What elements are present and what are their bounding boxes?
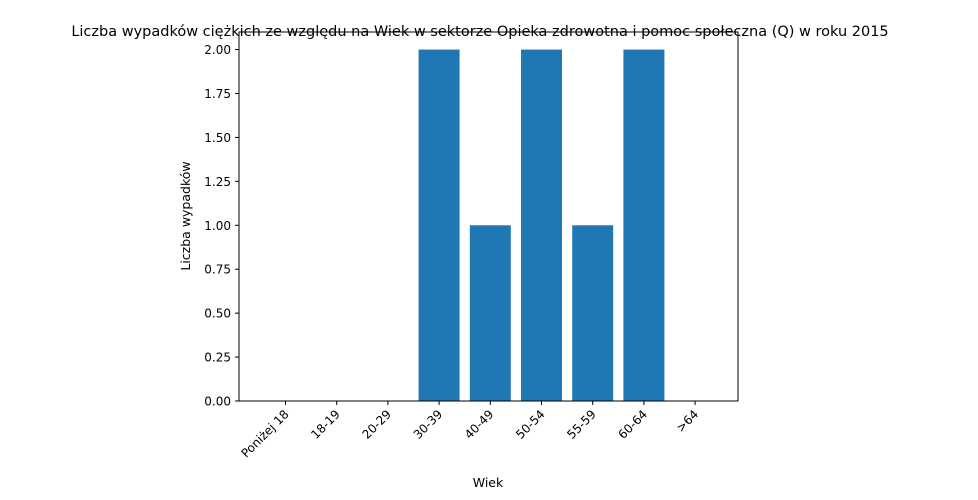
y-tick-label-3: 0.75: [204, 263, 231, 277]
bar-4: [469, 225, 511, 401]
bar-6: [572, 225, 614, 401]
x-tick-label-5: 50-54: [513, 407, 548, 442]
x-tick-label-0: Poniżej 18: [238, 407, 291, 460]
y-axis-label: Liczba wypadków: [178, 161, 193, 270]
y-tick-label-5: 1.25: [204, 175, 231, 189]
y-tick-label-4: 1.00: [204, 219, 231, 233]
x-tick-label-8: >64: [673, 407, 701, 435]
y-tick-label-7: 1.75: [204, 87, 231, 101]
x-tick-label-2: 20-29: [359, 407, 394, 442]
y-tick-label-1: 0.25: [204, 351, 231, 365]
bar-5: [521, 49, 562, 401]
y-tick-label-0: 0.00: [204, 395, 231, 409]
bar-7: [623, 49, 665, 401]
y-tick-label-8: 2.00: [204, 43, 231, 57]
x-tick-label-7: 60-64: [615, 407, 650, 442]
y-tick-label-6: 1.50: [204, 131, 231, 145]
x-tick-label-1: 18-19: [308, 407, 343, 442]
x-axis-label: Wiek: [473, 475, 504, 490]
bars-group: [418, 49, 665, 401]
plot-frame: [238, 31, 739, 402]
bar-3: [418, 49, 460, 401]
y-axis: 0.00 0.25 0.50 0.75 1.00 1.25 1.50 1.75 2.00: [204, 43, 239, 409]
y-tick-label-2: 0.50: [204, 307, 231, 321]
x-tick-label-4: 40-49: [462, 407, 497, 442]
x-axis: Poniżej 18 18-19 20-29 30-39 40-49 50-54 55-59…: [238, 401, 701, 460]
x-tick-label-6: 55-59: [564, 407, 599, 442]
x-tick-label-3: 30-39: [411, 407, 446, 442]
